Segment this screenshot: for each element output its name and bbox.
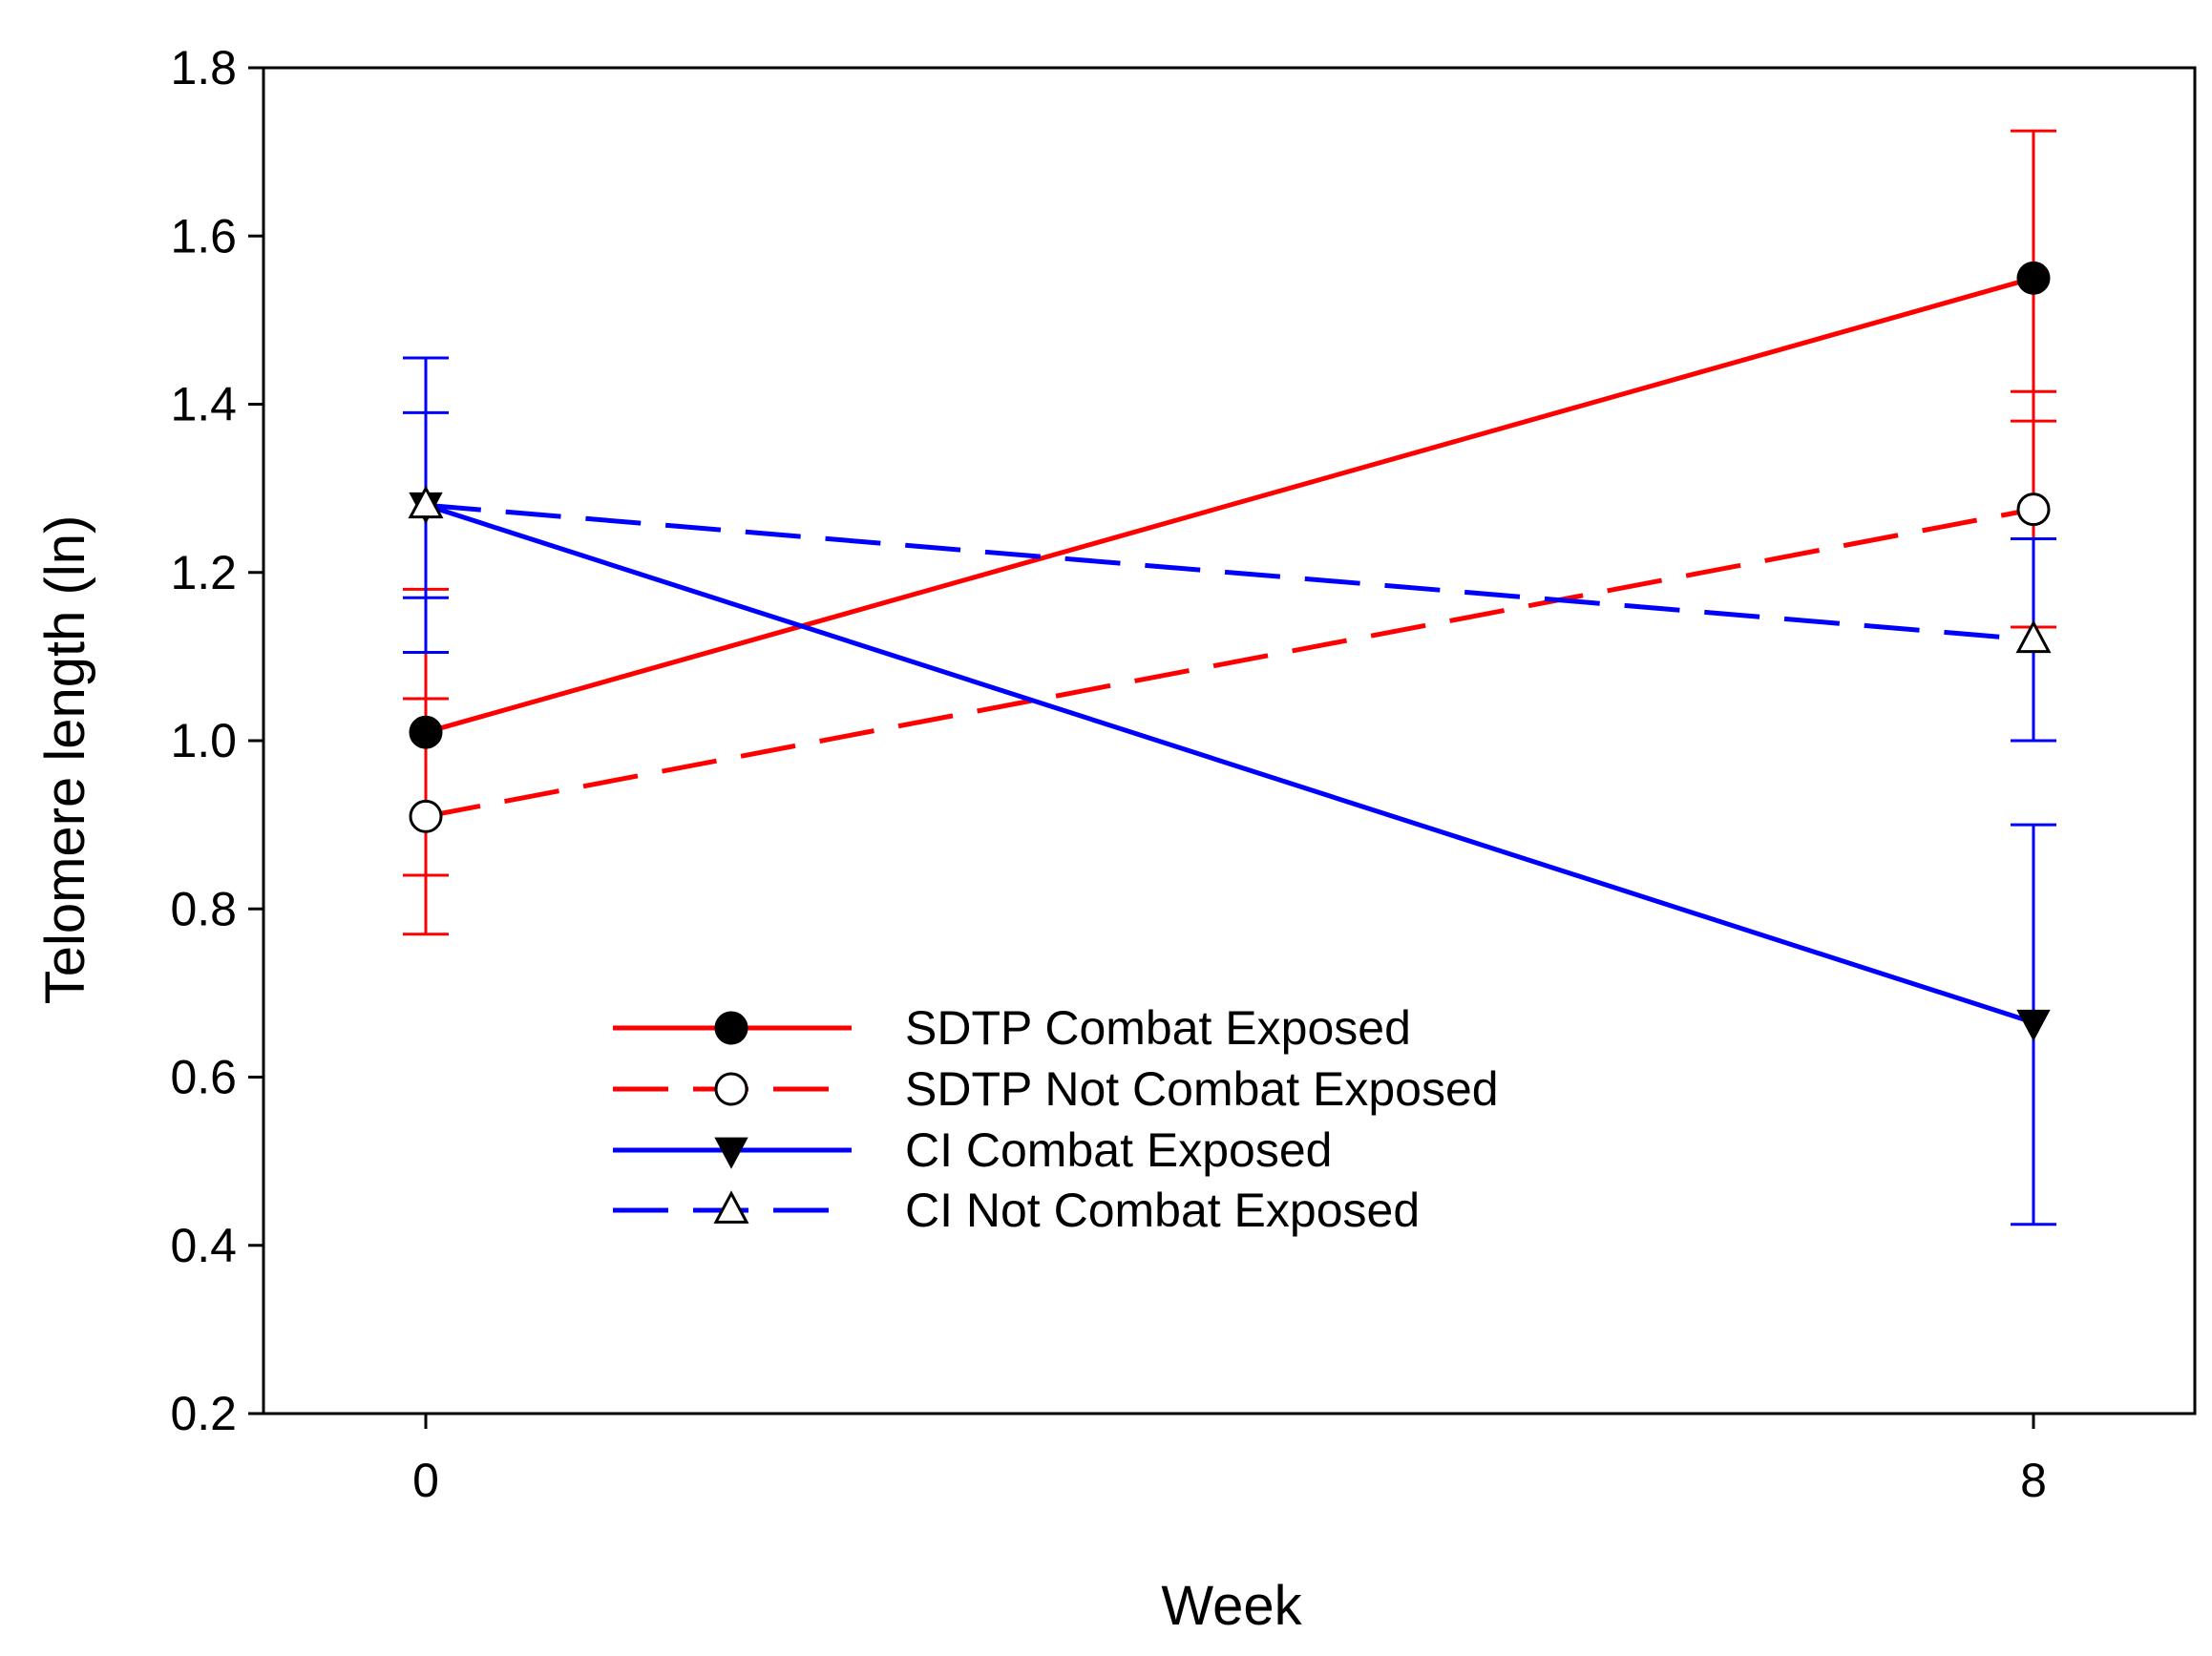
y-tick-label: 0.8: [170, 882, 237, 935]
y-tick-label: 1.8: [170, 41, 237, 94]
y-tick-label: 0.6: [170, 1051, 237, 1104]
y-axis-title: Telomere length (ln): [34, 515, 96, 1005]
y-tick-label: 0.4: [170, 1219, 237, 1272]
data-point-series-4: [2015, 619, 2052, 654]
data-point-series-2: [409, 799, 443, 833]
legend-marker-2: [714, 1072, 748, 1106]
data-point-series-2: [2016, 493, 2051, 527]
y-tick-label: 1.6: [170, 209, 237, 262]
series-line-3: [425, 502, 2034, 1025]
x-tick-label: 0: [412, 1454, 439, 1507]
data-point-series-1: [409, 715, 443, 749]
y-axis: 0.2 0.4 0.6 0.8 1.0 1.2 1.4 1.6 1.8: [170, 41, 263, 1440]
legend-label-1: SDTP Combat Exposed: [905, 1001, 1411, 1055]
series-line-1: [425, 275, 2034, 735]
legend-label-2: SDTP Not Combat Exposed: [905, 1062, 1499, 1116]
data-point-series-4: [408, 485, 444, 519]
legend-label-3: CI Combat Exposed: [905, 1123, 1332, 1177]
legend-label-4: CI Not Combat Exposed: [905, 1184, 1420, 1237]
x-axis-title: Week: [1161, 1575, 1302, 1637]
legend-marker-4: [713, 1190, 749, 1224]
legend-marker-3: [714, 1137, 748, 1169]
x-tick-label: 8: [2020, 1454, 2047, 1507]
y-tick-label: 1.2: [170, 546, 237, 599]
data-point-series-1: [2016, 261, 2051, 295]
series-line-4: [425, 502, 2034, 642]
series-layer: [403, 129, 2056, 1226]
data-point-series-3: [2016, 1009, 2051, 1041]
legend: SDTP Combat Exposed SDTP Not Combat Expos…: [613, 1001, 1499, 1237]
y-tick-label: 0.2: [170, 1387, 237, 1440]
y-tick-label: 1.0: [170, 714, 237, 767]
y-tick-label: 1.4: [170, 378, 237, 431]
legend-marker-1: [714, 1011, 748, 1045]
series-line-2: [425, 507, 2034, 819]
